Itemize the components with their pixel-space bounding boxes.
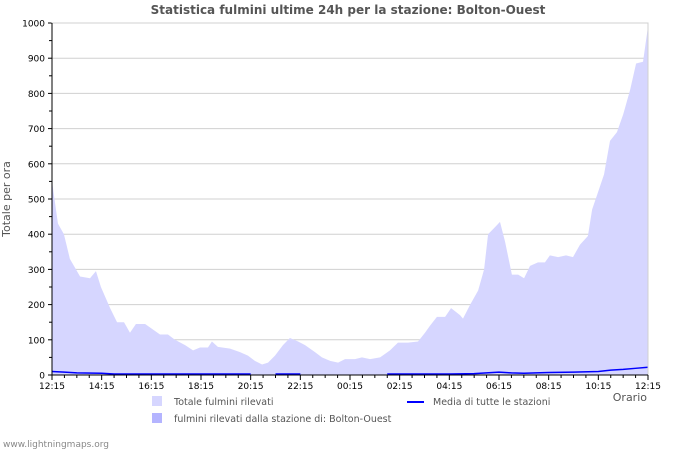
x-tick-label: 22:15	[287, 382, 313, 392]
x-tick-label: 14:15	[89, 382, 115, 392]
y-tick-label: 100	[28, 336, 45, 346]
axes: 0 100 200 300 400 500 600 700 800 900 1000 12:15 14:…	[22, 20, 661, 393]
legend-swatch-station	[152, 413, 162, 423]
legend-label-total: Totale fulmini rilevati	[173, 397, 273, 408]
legend-swatch-total	[152, 396, 162, 406]
y-tick-label: 700	[28, 125, 45, 135]
line-average-all-stations	[51, 366, 649, 375]
chart-title: Statistica fulmini ultime 24h per la sta…	[151, 3, 546, 17]
y-tick-label: 1000	[22, 20, 45, 30]
series-layer	[51, 26, 649, 376]
x-axis-label: Orario	[613, 391, 648, 404]
y-tick-label: 800	[28, 90, 45, 100]
x-tick-label: 00:15	[337, 382, 363, 392]
footer-credit: www.lightningmaps.org	[3, 440, 109, 450]
area-total-strikes	[52, 26, 648, 376]
x-tick-label: 20:15	[238, 382, 264, 392]
legend-label-station: fulmini rilevati dalla stazione di: Bolt…	[174, 414, 392, 425]
y-tick-label: 300	[28, 266, 45, 276]
x-tick-label: 18:15	[188, 382, 214, 392]
y-tick-label: 400	[28, 231, 45, 241]
x-tick-label: 16:15	[138, 382, 164, 392]
y-tick-label: 200	[28, 301, 45, 311]
x-tick-label: 12:15	[635, 382, 661, 392]
y-tick-label: 600	[28, 160, 45, 170]
x-tick-label: 06:15	[486, 382, 512, 392]
x-tick-label: 04:15	[436, 382, 462, 392]
y-tick-label: 500	[28, 196, 45, 206]
x-tick-label: 08:15	[536, 382, 562, 392]
x-tick-label: 12:15	[39, 382, 65, 392]
x-tick-label: 02:15	[387, 382, 413, 392]
x-tick-label: 10:15	[585, 382, 611, 392]
y-tick-label: 900	[28, 55, 45, 65]
y-axis-label: Totale per ora	[0, 161, 13, 238]
legend-label-average: Media di tutte le stazioni	[433, 397, 550, 408]
y-tick-label: 0	[39, 372, 45, 382]
